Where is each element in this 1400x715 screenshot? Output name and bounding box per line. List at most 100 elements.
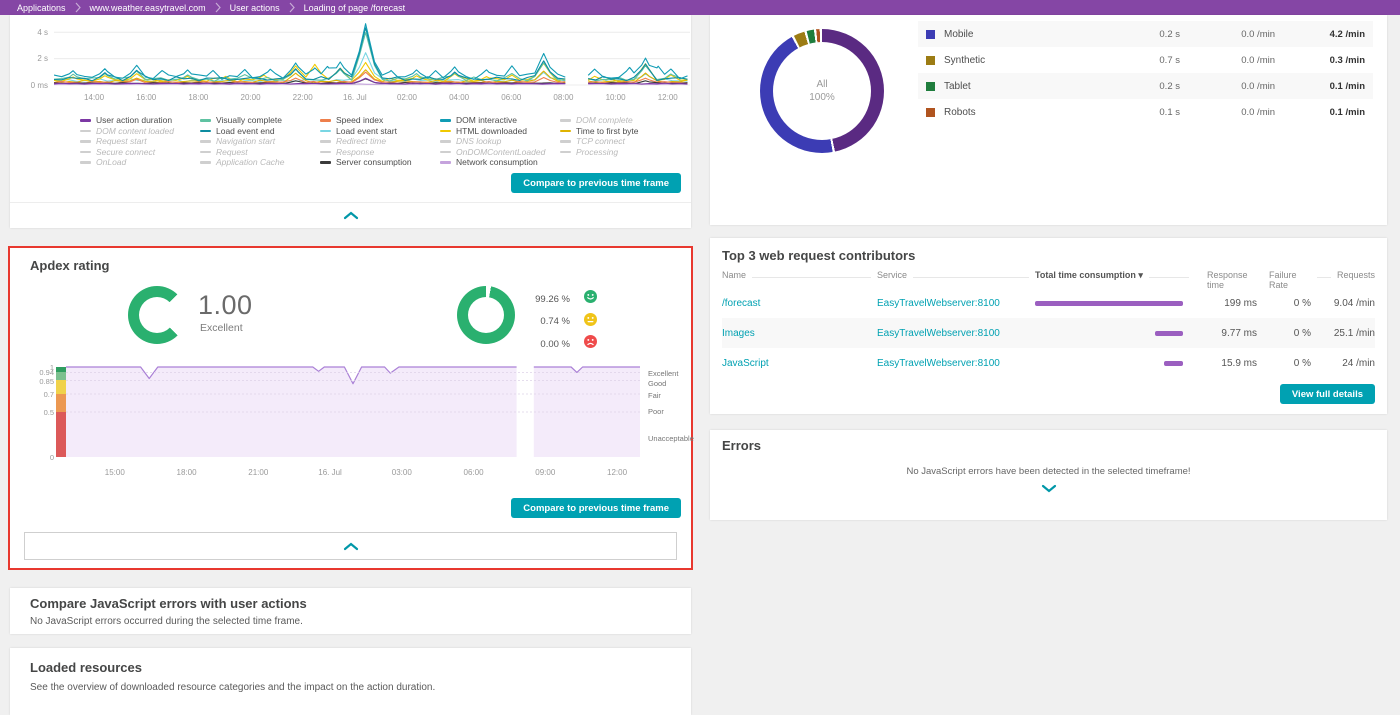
legend-item[interactable]: DOM interactive [440,115,560,126]
column-header[interactable]: Response time [1195,270,1257,290]
legend-item[interactable]: User action duration [80,115,200,126]
compare-previous-timeframe-button[interactable]: Compare to previous time frame [511,498,681,518]
legend-item[interactable]: DOM content loaded [80,126,200,137]
legend-item[interactable]: TCP connect [560,136,680,147]
legend-item-label: DNS lookup [456,136,501,146]
timings-legend: User action durationDOM content loadedRe… [80,115,680,168]
column-header[interactable]: Failure Rate [1257,270,1311,290]
legend-item[interactable]: OnDOMContentLoaded [440,147,560,158]
apdex-breakdown-row: 0.00 % [518,333,597,356]
consumption-bar [1035,301,1183,306]
legend-swatch [80,151,91,154]
legend-swatch [440,161,451,164]
top3-table-header: NameService Total time consumption ▾Respo… [722,270,1375,290]
breadcrumb-item[interactable]: www.weather.easytravel.com [81,3,215,13]
errors-title: Errors [722,438,761,453]
legend-item[interactable]: Network consumption [440,157,560,168]
apdex-breakdown-value: 0.74 % [518,316,570,327]
error-rate-value: 0.0 /min [1180,55,1275,66]
legend-item[interactable]: Response [320,147,440,158]
legend-swatch [560,130,571,133]
x-axis-tick-label: 08:00 [553,93,573,102]
contributor-name-link[interactable]: /forecast [722,298,877,309]
consumption-bar-cell [1035,331,1195,336]
breadcrumb-item[interactable]: Loading of page /forecast [295,3,415,13]
legend-item[interactable]: OnLoad [80,157,200,168]
apdex-breakdown-value: 99.26 % [518,294,570,305]
contributor-name-link[interactable]: JavaScript [722,358,877,369]
avg-duration-value: 0.2 s [1110,81,1180,92]
y-axis-tick-label: 4 s [16,28,48,37]
compare-previous-timeframe-button[interactable]: Compare to previous time frame [511,173,681,193]
legend-item[interactable]: Secure connect [80,147,200,158]
collapse-timings-panel-control[interactable] [10,202,691,228]
legend-item[interactable]: Load event end [200,126,320,137]
header-rule [1149,277,1189,278]
request-rate-value: 0.1 /min [1275,107,1365,118]
apdex-gauge[interactable] [128,286,186,344]
legend-item[interactable]: DNS lookup [440,136,560,147]
x-axis-tick-label: 21:00 [248,468,268,477]
user-type-row[interactable]: Mobile0.2 s0.0 /min4.2 /min [918,21,1373,47]
breadcrumb-item[interactable]: Applications [8,3,75,13]
user-type-row[interactable]: Tablet0.2 s0.0 /min0.1 /min [918,73,1373,99]
legend-swatch [200,140,211,143]
view-full-details-button[interactable]: View full details [1280,384,1375,404]
user-type-label: Tablet [944,81,1110,92]
legend-item-label: Secure connect [96,147,155,157]
x-axis-tick-label: 16:00 [136,93,156,102]
column-header[interactable]: Total time consumption ▾ [1035,270,1195,290]
legend-item[interactable]: Request [200,147,320,158]
legend-item[interactable]: Request start [80,136,200,147]
collapse-apdex-panel-control[interactable] [24,532,677,560]
column-header[interactable]: Name [722,270,877,290]
column-header-label: Service [877,270,907,280]
apdex-trend-chart[interactable] [66,365,640,459]
legend-item[interactable]: Navigation start [200,136,320,147]
user-type-row[interactable]: Robots0.1 s0.0 /min0.1 /min [918,99,1373,125]
loaded-resources-message: See the overview of downloaded resource … [30,682,435,693]
legend-swatch [80,161,91,164]
contributor-row[interactable]: JavaScriptEasyTravelWebserver:810015.9 m… [722,348,1375,378]
timings-chart[interactable] [54,19,690,89]
legend-item[interactable]: Redirect time [320,136,440,147]
legend-item[interactable]: Speed index [320,115,440,126]
column-header[interactable]: Service [877,270,1035,290]
legend-item[interactable]: HTML downloaded [440,126,560,137]
error-rate-value: 0.0 /min [1180,29,1275,40]
user-type-row[interactable]: Synthetic0.7 s0.0 /min0.3 /min [918,47,1373,73]
apdex-donut[interactable] [457,286,515,344]
expand-errors-panel-control[interactable] [710,484,1387,493]
apdex-band-label: Fair [648,391,661,400]
service-link[interactable]: EasyTravelWebserver:8100 [877,328,1035,339]
legend-item[interactable]: Application Cache [200,157,320,168]
legend-item[interactable]: DOM complete [560,115,680,126]
failure-rate-value: 0 % [1257,358,1311,369]
request-rate-value: 0.3 /min [1275,55,1365,66]
service-link[interactable]: EasyTravelWebserver:8100 [877,358,1035,369]
service-link[interactable]: EasyTravelWebserver:8100 [877,298,1035,309]
contributor-row[interactable]: ImagesEasyTravelWebserver:81009.77 ms0 %… [722,318,1375,348]
consumption-bar-cell [1035,301,1195,306]
legend-item[interactable]: Processing [560,147,680,158]
legend-swatch [320,130,331,133]
legend-item[interactable]: Server consumption [320,157,440,168]
user-type-color-swatch [926,56,935,65]
contributor-row[interactable]: /forecastEasyTravelWebserver:8100199 ms0… [722,288,1375,318]
contributor-name-link[interactable]: Images [722,328,877,339]
requests-value: 24 /min [1311,358,1375,369]
panel-compare-js-errors: Compare JavaScript errors with user acti… [10,588,691,634]
consumption-bar [1164,361,1183,366]
legend-swatch [200,161,211,164]
legend-item[interactable]: Time to first byte [560,126,680,137]
x-axis-tick-label: 22:00 [293,93,313,102]
legend-swatch [320,151,331,154]
column-header[interactable]: Requests [1311,270,1375,290]
apdex-band-label: Unacceptable [648,434,694,443]
legend-item[interactable]: Load event start [320,126,440,137]
breadcrumb-item[interactable]: User actions [221,3,289,13]
avg-duration-value: 0.2 s [1110,29,1180,40]
legend-item[interactable]: Visually complete [200,115,320,126]
user-type-donut[interactable]: All 100% [760,29,884,153]
legend-swatch [200,119,211,122]
